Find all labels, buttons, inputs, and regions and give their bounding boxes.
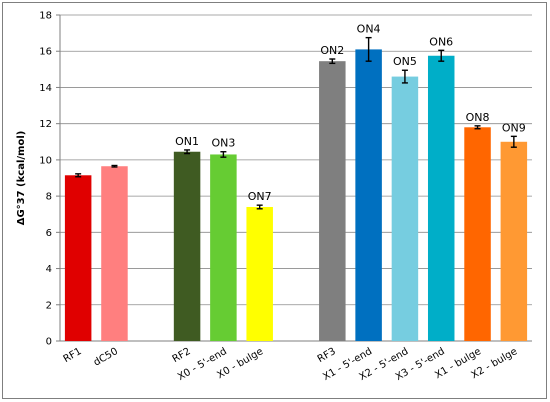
y-axis-label: ΔG°37 (kcal/mol) (16, 131, 27, 226)
gridlines (60, 14, 532, 306)
y-tick-label: 4 (46, 264, 52, 275)
chart-frame (2, 2, 547, 399)
y-tick-label: 18 (39, 11, 52, 22)
bar (355, 49, 382, 342)
bar-value-label: ON6 (429, 35, 453, 48)
bar (64, 175, 92, 341)
x-tick-label: RF2 (171, 346, 193, 365)
y-tick-label: 2 (46, 300, 52, 311)
bar-value-label: ON5 (393, 55, 417, 68)
y-tick-label: 6 (46, 228, 52, 239)
bar-value-label: ON7 (248, 190, 272, 203)
y-tick-label: 12 (39, 119, 52, 130)
bar-value-label: ON8 (466, 111, 490, 124)
x-tick-label: RF3 (316, 346, 338, 365)
bar-labels: ON1 ON3 ON7 ON2 ON4 ON5 ON6 ON8 ON9 (175, 23, 526, 204)
bar-value-label: ON1 (175, 135, 199, 148)
bar (464, 127, 491, 342)
y-tick-label: 10 (39, 155, 52, 166)
bar (101, 166, 128, 341)
y-tick-label: 14 (39, 83, 52, 94)
bar-value-label: ON2 (320, 44, 344, 57)
y-tick-label: 0 (46, 337, 52, 348)
bar-value-label: ON3 (211, 137, 235, 150)
y-tick-label: 16 (39, 47, 52, 58)
bar (173, 151, 201, 341)
y-axis-ticks: 0 2 4 6 8 10 12 14 16 18 (39, 11, 60, 348)
bar (246, 206, 273, 341)
error-bars (75, 36, 517, 210)
y-tick-label: 8 (46, 192, 52, 203)
bar (500, 141, 528, 341)
y-axis-title: ΔG°37 (kcal/mol) (16, 131, 27, 226)
bar (427, 55, 455, 341)
x-tick-label: dC50 (92, 346, 120, 369)
bar-value-label: ON9 (502, 121, 526, 134)
bar (319, 61, 346, 341)
bars (64, 49, 528, 342)
bar (210, 154, 237, 341)
x-tick-label: RF1 (62, 346, 84, 365)
bar-value-label: ON4 (357, 23, 381, 36)
bar (391, 76, 419, 342)
